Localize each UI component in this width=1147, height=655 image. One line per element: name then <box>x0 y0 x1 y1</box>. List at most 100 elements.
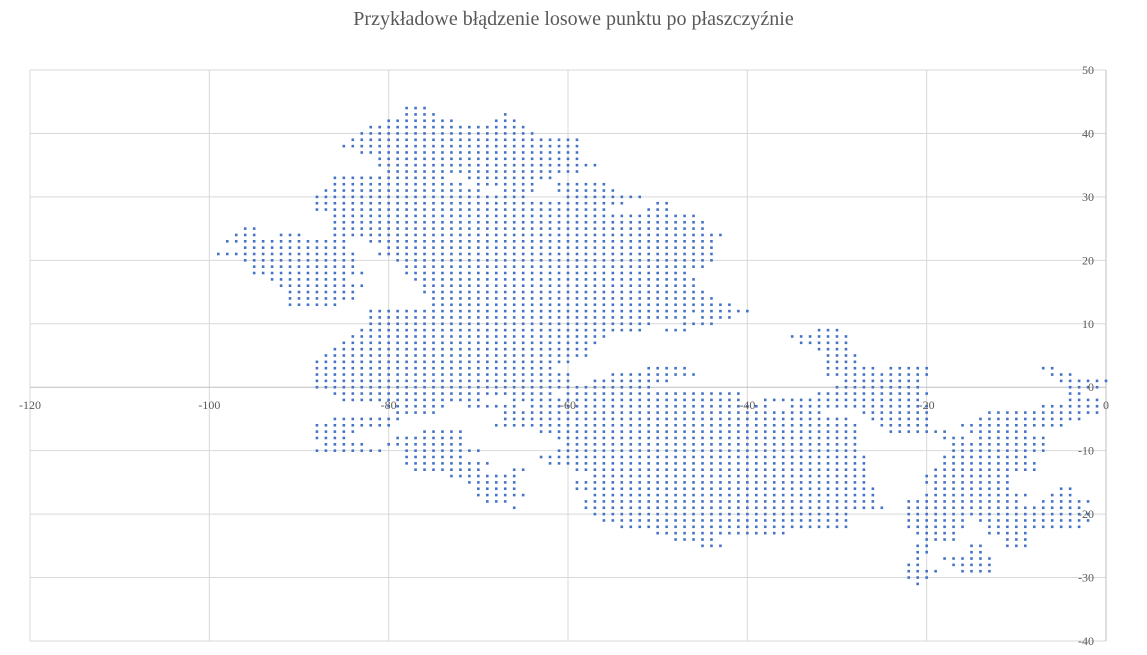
data-point <box>701 436 704 440</box>
data-point <box>432 385 435 389</box>
data-point <box>952 506 955 510</box>
data-point <box>844 423 848 427</box>
data-point <box>593 259 597 262</box>
data-point <box>450 354 453 357</box>
data-point <box>503 404 507 408</box>
data-point <box>459 284 462 288</box>
data-point <box>252 227 256 230</box>
data-point <box>1059 525 1063 529</box>
data-point <box>692 373 695 376</box>
data-point <box>459 430 462 433</box>
data-point <box>387 252 390 256</box>
data-point <box>835 468 839 471</box>
data-point <box>746 404 749 408</box>
data-point <box>889 417 893 421</box>
data-point <box>566 373 570 376</box>
data-point <box>414 328 417 332</box>
data-point <box>799 462 803 465</box>
data-point <box>584 347 588 351</box>
data-point <box>575 170 579 173</box>
data-point <box>907 385 911 389</box>
data-point <box>494 138 498 142</box>
data-point <box>315 290 319 294</box>
data-point <box>369 316 373 319</box>
data-point <box>279 233 283 237</box>
data-point <box>324 423 328 427</box>
data-point <box>593 474 597 478</box>
data-point <box>414 163 417 167</box>
data-point <box>387 214 390 218</box>
data-point <box>907 525 911 529</box>
data-point <box>503 220 507 224</box>
data-point <box>468 360 471 364</box>
data-point <box>602 309 606 313</box>
data-point <box>351 290 355 294</box>
data-point <box>414 189 417 192</box>
data-point <box>692 436 695 440</box>
data-point <box>737 423 740 427</box>
data-point <box>692 443 695 446</box>
data-point <box>530 347 534 351</box>
data-point <box>396 354 399 357</box>
data-point <box>396 379 399 383</box>
data-point <box>450 182 453 186</box>
data-point <box>423 233 426 237</box>
data-point <box>557 259 561 262</box>
data-point <box>539 328 543 332</box>
data-point <box>450 259 453 262</box>
data-point <box>548 176 552 180</box>
data-point <box>656 474 659 478</box>
data-point <box>512 347 516 351</box>
data-point <box>1032 436 1036 440</box>
data-point <box>629 309 633 313</box>
data-point <box>342 227 346 230</box>
data-point <box>638 423 642 427</box>
data-point <box>557 284 561 288</box>
data-point <box>692 265 695 268</box>
data-point <box>566 252 570 256</box>
data-point <box>799 404 803 408</box>
data-point <box>512 366 516 370</box>
data-point <box>772 417 776 421</box>
data-point <box>862 392 866 395</box>
data-point <box>611 259 615 262</box>
data-point <box>494 487 498 491</box>
data-point <box>450 474 453 478</box>
data-point <box>548 322 552 326</box>
data-point <box>1050 417 1054 421</box>
data-point <box>988 525 991 529</box>
data-point <box>512 144 516 148</box>
data-point <box>647 462 650 465</box>
data-point <box>674 481 677 484</box>
data-point <box>719 398 722 402</box>
data-point <box>432 449 435 452</box>
data-point <box>746 417 749 421</box>
data-point <box>970 423 973 427</box>
data-point <box>844 347 848 351</box>
data-point <box>656 487 659 491</box>
data-point <box>468 392 471 395</box>
data-point <box>503 189 507 192</box>
data-point <box>405 411 408 414</box>
data-point <box>611 500 615 503</box>
data-point <box>835 474 839 478</box>
data-point <box>817 481 821 484</box>
data-point <box>486 138 489 142</box>
data-point <box>638 373 642 376</box>
data-point <box>692 392 695 395</box>
data-point <box>656 297 659 300</box>
data-point <box>530 227 534 230</box>
data-point <box>979 519 982 522</box>
data-point <box>566 385 570 389</box>
data-point <box>432 436 435 440</box>
data-point <box>369 328 373 332</box>
data-point <box>925 512 928 516</box>
data-point <box>790 512 794 516</box>
data-point <box>333 259 337 262</box>
data-point <box>629 252 633 256</box>
data-point <box>629 506 633 510</box>
data-point <box>566 411 570 414</box>
data-point <box>486 341 489 345</box>
data-point <box>584 436 588 440</box>
data-point <box>459 201 462 205</box>
